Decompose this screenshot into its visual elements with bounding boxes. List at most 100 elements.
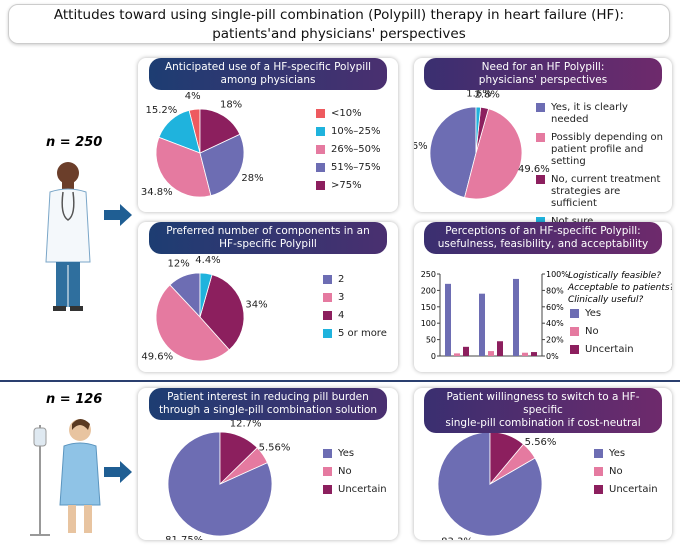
legend-swatch	[570, 327, 579, 336]
legend-item: Yes	[323, 448, 392, 460]
value-label: 15.2%	[145, 105, 177, 116]
main-title: Attitudes toward using single-pill combi…	[8, 4, 670, 44]
y2-tick-label: 40%	[546, 319, 564, 328]
legend-item: No	[323, 466, 392, 478]
patient-figure	[30, 419, 101, 536]
legend-swatch	[323, 275, 332, 284]
y-tick-label: 150	[421, 303, 436, 312]
pie-slice	[199, 133, 245, 197]
chart-title: Patient willingness to switch to a HF-sp…	[424, 388, 662, 433]
legend-item: Yes, it is clearly needed	[536, 102, 668, 126]
legend-label: No	[585, 326, 599, 337]
legend-label: 3	[338, 292, 345, 303]
pie-slice	[199, 108, 241, 154]
legend-label: Uncertain	[338, 484, 387, 495]
bar	[445, 283, 451, 356]
legend: 2 3 4 5 or more	[323, 274, 392, 346]
value-label: 34%	[245, 299, 267, 310]
legend-swatch	[536, 217, 545, 226]
legend-swatch	[323, 311, 332, 320]
pie-slice	[199, 272, 213, 318]
value-label: 4%	[185, 91, 201, 102]
value-label: 81.75%	[165, 535, 203, 540]
pie-slice	[219, 431, 258, 485]
legend-swatch	[323, 467, 332, 476]
legend-item: Yes	[594, 448, 668, 460]
chart: 81.75% 5.56% 12.7%	[165, 419, 290, 540]
legend-item: Yes	[570, 308, 665, 320]
legend-swatch	[323, 485, 332, 494]
pie-slice	[464, 108, 523, 200]
value-label: 18%	[220, 100, 242, 111]
bar	[522, 352, 528, 356]
value-label: 46%	[414, 141, 428, 152]
legend: <10% 10%–25% 26%–50% 51%–75% >75%	[316, 108, 392, 198]
legend-item: >75%	[316, 180, 392, 192]
chart: 4% 15.2% 34.8% 28% 18%	[141, 91, 264, 198]
chart: 83.3%5.56%11.1%	[437, 417, 556, 540]
annotation: Clinically useful?	[568, 295, 643, 305]
pie-slice	[199, 274, 245, 351]
legend-swatch	[323, 329, 332, 338]
legend-label: >75%	[331, 180, 362, 191]
bar	[463, 346, 469, 356]
legend-swatch	[594, 485, 603, 494]
legend-label: Yes	[585, 308, 602, 319]
y2-tick-label: 100%	[546, 270, 569, 279]
legend-label: Yes	[338, 448, 355, 459]
pie-slice	[155, 136, 212, 198]
legend-label: 26%–50%	[331, 144, 381, 155]
legend-item: No	[570, 326, 665, 338]
legend-label: 4	[338, 310, 345, 321]
legend-item: Possibly depending on patient profile an…	[536, 132, 668, 168]
legend: Yes No Uncertain	[594, 448, 668, 502]
legend-label: Possibly depending on patient profile an…	[551, 132, 663, 167]
bar	[531, 352, 537, 356]
chart-panel: 12% 49.6% 34% 4.4% Preferred number of compo…	[138, 222, 398, 372]
legend-label: Yes, it is clearly needed	[551, 102, 628, 125]
annotation: Acceptable to patients?	[567, 283, 672, 293]
legend-label: 51%–75%	[331, 162, 381, 173]
value-label: 1.6%	[466, 89, 491, 100]
legend-item: 3	[323, 292, 392, 304]
bar	[479, 293, 485, 356]
legend-swatch	[594, 467, 603, 476]
n-label: n = 126	[46, 392, 103, 407]
chart: 46% 49.6% 2.8%1.6%	[414, 89, 550, 200]
doctor-figure	[45, 162, 91, 311]
legend-swatch	[323, 293, 332, 302]
legend-item: 2	[323, 274, 392, 286]
legend-swatch	[570, 345, 579, 354]
legend-item: 5 or more	[323, 328, 392, 340]
value-label: 83.3%	[441, 537, 473, 540]
value-label: 49.6%	[141, 352, 173, 363]
legend-swatch	[570, 309, 579, 318]
legend-label: No, current treatment strategies are suf…	[551, 174, 661, 209]
legend-item: Not sure	[536, 216, 668, 228]
value-label: 28%	[241, 173, 263, 184]
legend-swatch	[536, 175, 545, 184]
legend-item: No, current treatment strategies are suf…	[536, 174, 668, 210]
chart-panel: 4% 15.2% 34.8% 28% 18% Anticipated use of a H…	[138, 58, 398, 212]
legend-swatch	[316, 181, 325, 190]
legend-item: 26%–50%	[316, 144, 392, 156]
legend-label: 10%–25%	[331, 126, 381, 137]
legend-item: Uncertain	[594, 484, 668, 496]
legend-label: Not sure	[551, 216, 593, 228]
chart-title: Patient interest in reducing pill burden…	[149, 388, 387, 420]
chart: 12% 49.6% 34% 4.4%	[141, 255, 267, 363]
value-label: 12.7%	[230, 419, 262, 430]
legend-swatch	[316, 145, 325, 154]
legend-swatch	[536, 103, 545, 112]
legend-label: No	[338, 466, 352, 477]
y-tick-label: 100	[421, 319, 436, 328]
value-label: 12%	[168, 259, 190, 270]
chart-title: Need for an HF Polypill: physicians' per…	[424, 58, 662, 90]
legend-label: 2	[338, 274, 345, 285]
legend: Yes No Uncertain	[570, 308, 665, 362]
legend-label: <10%	[331, 108, 362, 119]
pie-slice	[155, 284, 230, 362]
value-label: 4.4%	[195, 255, 220, 266]
